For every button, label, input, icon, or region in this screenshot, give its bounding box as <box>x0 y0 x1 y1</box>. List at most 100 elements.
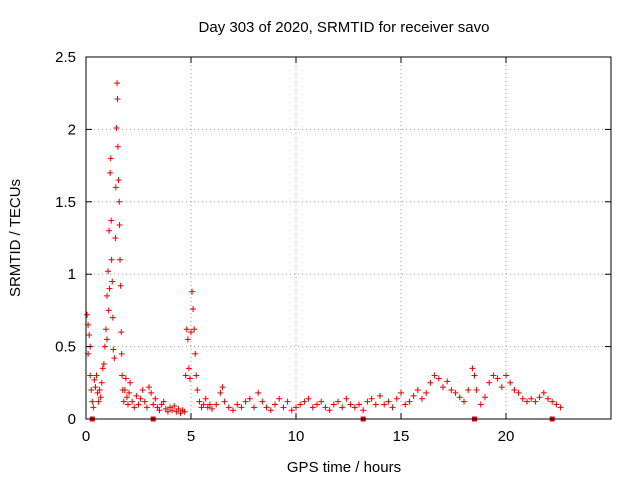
data-point <box>322 404 329 411</box>
data-point <box>234 401 241 408</box>
data-point <box>117 256 124 263</box>
data-point <box>209 405 215 412</box>
x-tick-label: 20 <box>498 428 515 445</box>
data-point <box>104 336 110 343</box>
grid-lines <box>86 57 611 419</box>
chart-title: Day 303 of 2020, SRMTID for receiver sav… <box>199 19 490 36</box>
data-point <box>107 169 114 176</box>
data-point <box>452 389 459 396</box>
data-point <box>356 401 362 408</box>
data-point <box>84 311 91 318</box>
data-point <box>402 401 409 408</box>
axis-ticks <box>85 56 611 420</box>
data-point <box>115 177 122 184</box>
data-point <box>440 384 446 391</box>
data-point <box>519 395 526 402</box>
x-axis-label: GPS time / hours <box>287 459 401 476</box>
data-point <box>540 389 547 396</box>
data-point <box>276 395 283 402</box>
data-point <box>109 314 116 321</box>
data-point <box>108 256 115 263</box>
data-point <box>213 401 220 408</box>
x-tick-label: 15 <box>393 428 410 445</box>
data-point <box>117 282 124 289</box>
data-point <box>104 292 110 299</box>
data-point <box>490 372 497 379</box>
data-point <box>100 360 107 367</box>
data-point <box>121 387 128 394</box>
data-point <box>107 155 114 162</box>
data-point <box>461 398 467 405</box>
data-point <box>427 379 434 386</box>
data-point <box>471 372 478 379</box>
data-point <box>335 398 341 405</box>
data-point <box>135 401 142 408</box>
data-point <box>152 395 159 402</box>
data-point <box>101 343 108 350</box>
data-point <box>111 355 118 362</box>
x-tick-label: 0 <box>82 428 90 445</box>
data-point <box>206 401 213 408</box>
data-point <box>280 404 287 411</box>
data-point <box>444 378 451 385</box>
data-point <box>532 398 539 405</box>
data-point <box>477 401 484 408</box>
data-point <box>189 288 196 295</box>
data-point <box>259 398 266 405</box>
data-point <box>116 221 123 228</box>
data-point <box>301 398 308 405</box>
data-point <box>314 401 320 408</box>
data-point <box>95 398 102 405</box>
data-point <box>469 365 476 372</box>
data-point <box>255 389 262 396</box>
x-tick-labels: 0 5 10 15 20 <box>82 428 515 445</box>
data-point <box>364 398 371 405</box>
data-point <box>419 395 425 402</box>
data-point <box>110 346 117 353</box>
data-point <box>482 394 488 401</box>
y-tick-label: 2.5 <box>55 49 76 66</box>
data-point <box>125 401 131 408</box>
data-point <box>263 404 270 411</box>
data-point <box>184 336 191 343</box>
data-point <box>360 407 367 414</box>
data-point <box>86 332 93 339</box>
data-point <box>89 398 96 405</box>
data-point <box>448 387 455 394</box>
data-point <box>339 404 346 411</box>
data-point <box>191 326 198 333</box>
data-point <box>221 398 228 405</box>
data-point <box>106 227 113 234</box>
data-point <box>87 372 94 379</box>
data-point <box>106 285 113 292</box>
data-point <box>343 395 350 402</box>
data-point <box>114 80 121 87</box>
data-point <box>225 404 232 411</box>
data-point <box>164 408 171 415</box>
data-point <box>230 407 236 414</box>
x-tick-label: 5 <box>187 428 195 445</box>
data-point <box>120 398 127 405</box>
data-point <box>200 401 207 408</box>
data-point <box>549 398 556 405</box>
data-point <box>112 235 119 241</box>
data-point <box>456 394 463 401</box>
data-point <box>486 379 493 386</box>
data-point <box>242 398 249 405</box>
data-point <box>139 387 146 394</box>
x-tick-label: 10 <box>288 428 305 445</box>
data-point <box>503 372 509 379</box>
data-point <box>524 398 530 405</box>
data-point <box>141 398 148 405</box>
data-point <box>150 401 157 408</box>
data-point <box>169 407 176 414</box>
data-point <box>143 404 150 411</box>
data-point <box>98 379 105 386</box>
data-point <box>90 404 97 411</box>
data-point <box>272 401 278 408</box>
data-point <box>160 398 167 405</box>
data-point <box>192 350 199 357</box>
data-point <box>112 184 119 191</box>
data-point <box>330 401 337 408</box>
